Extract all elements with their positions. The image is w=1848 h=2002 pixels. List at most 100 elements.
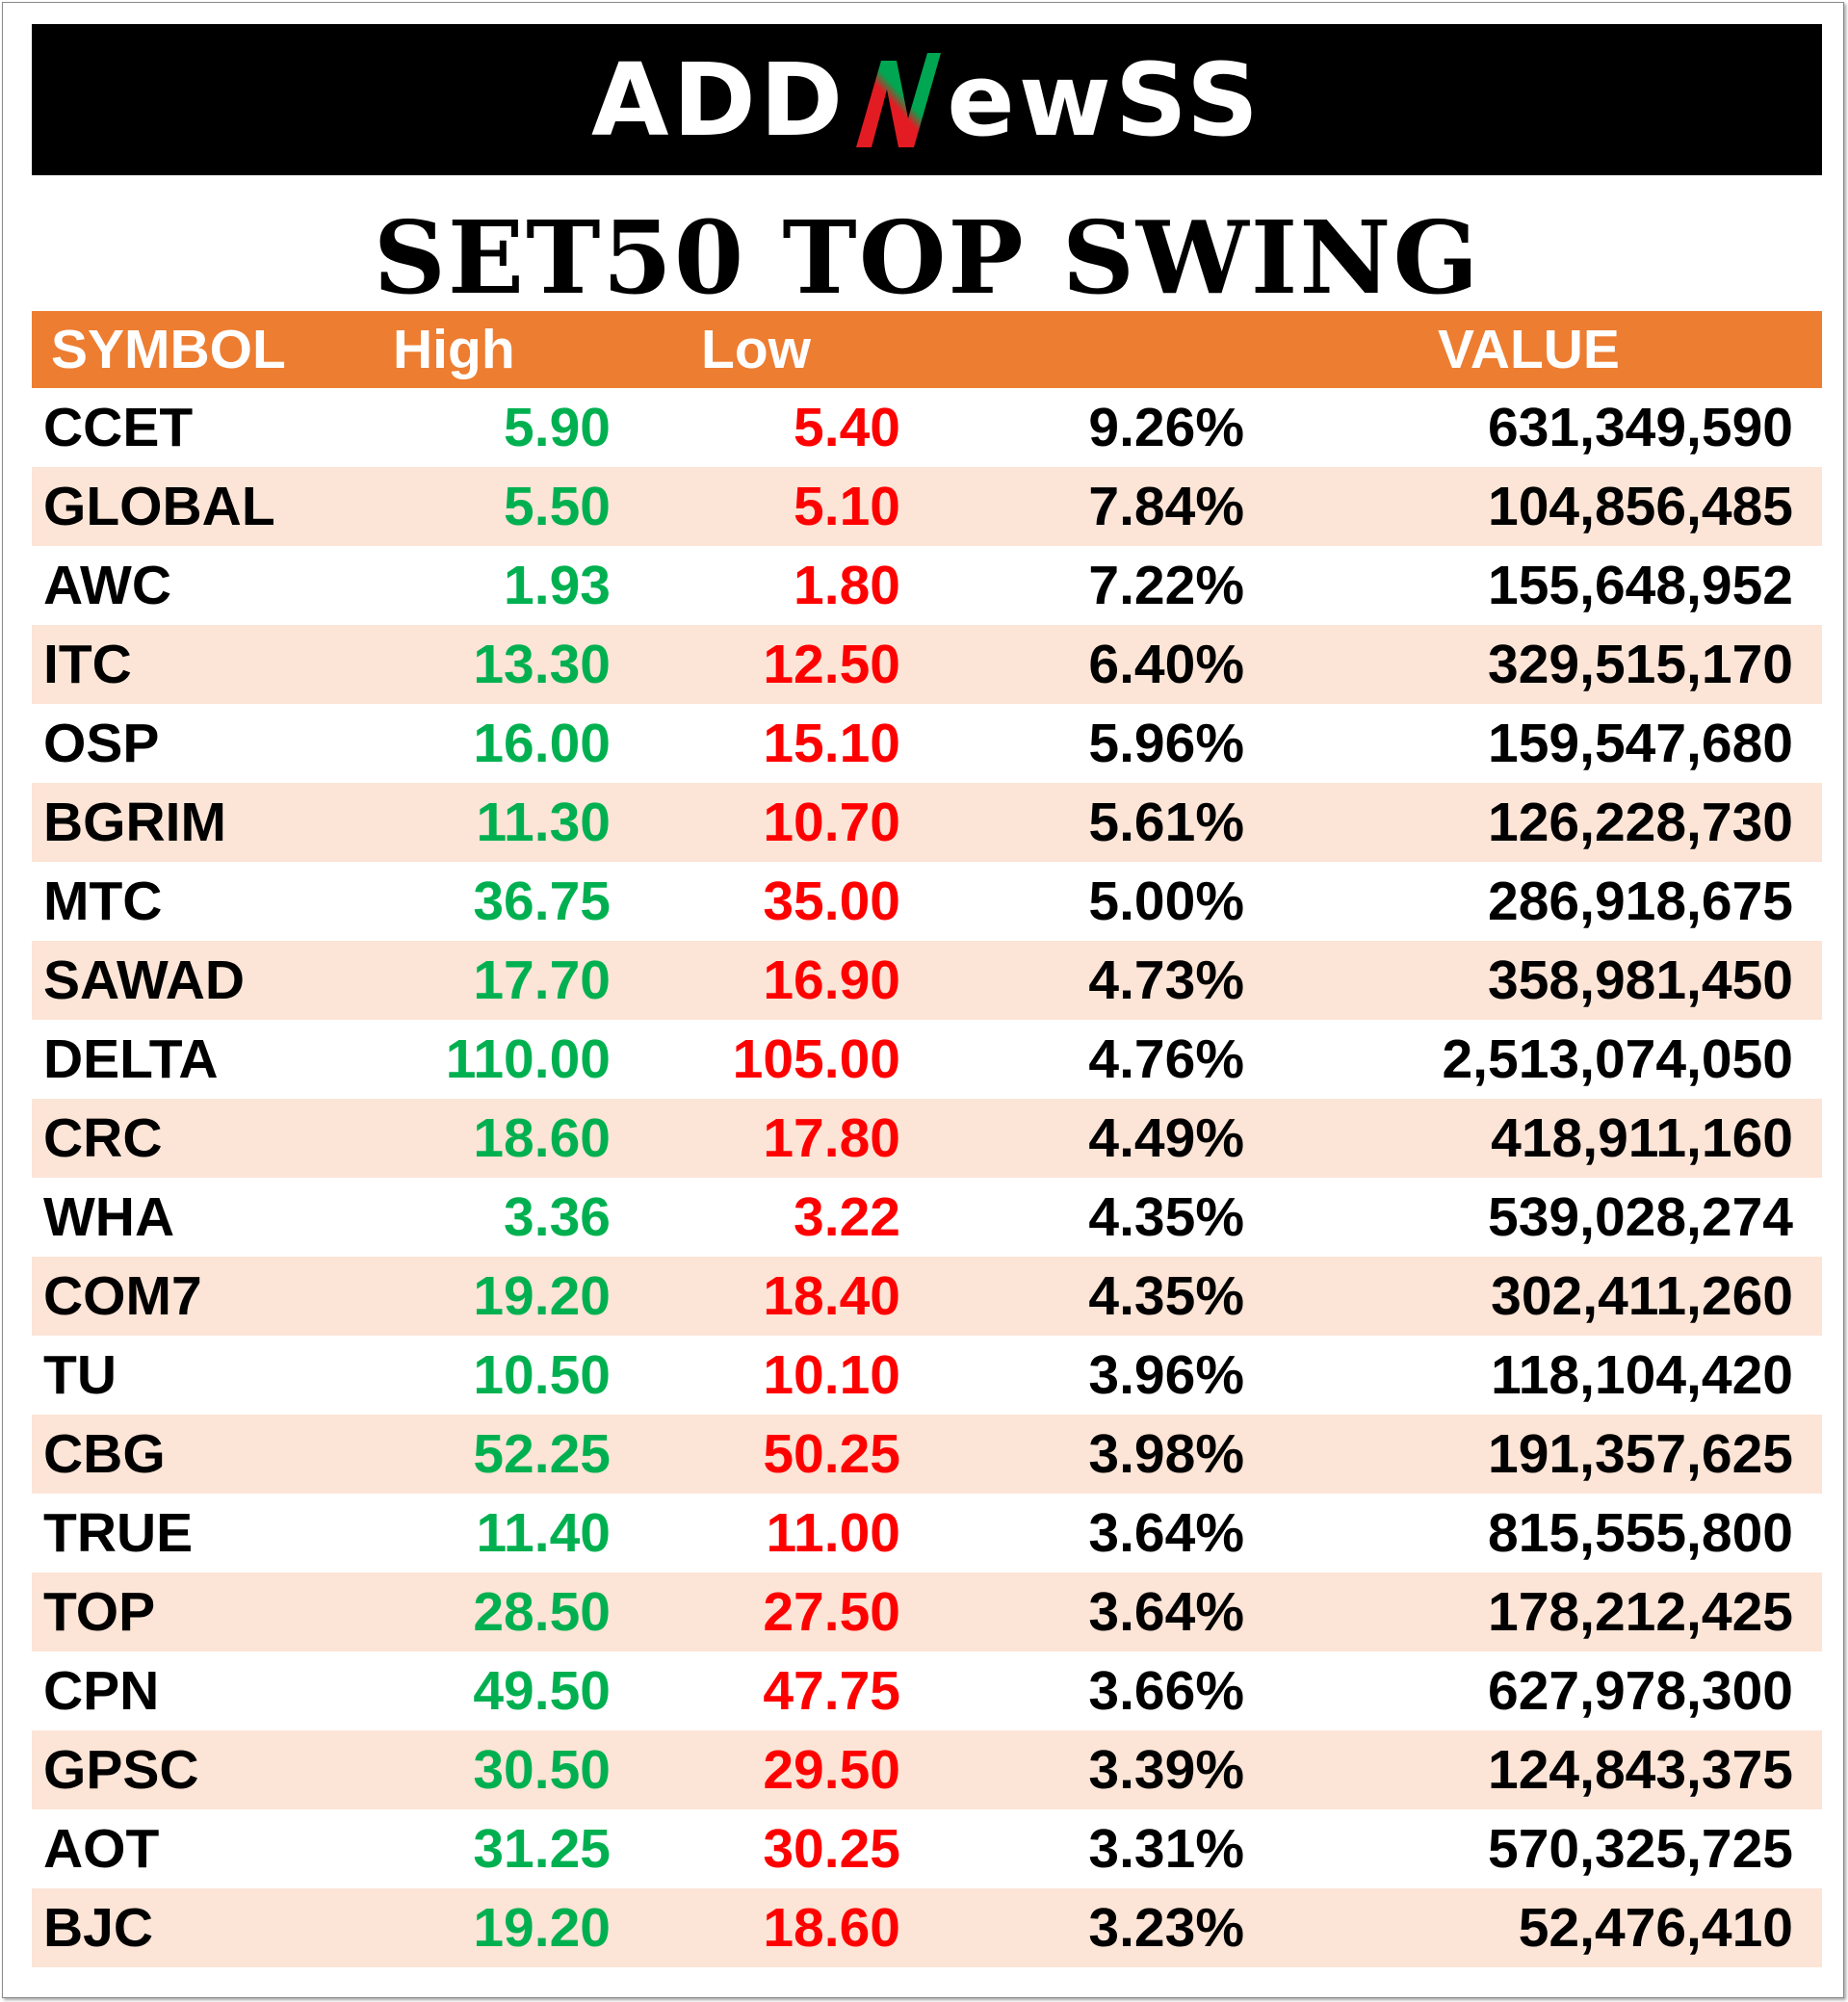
swing-percent-cell: 6.40% [1088,634,1244,695]
high-price-cell: 36.75 [473,871,611,932]
low-price-cell: 12.50 [763,634,900,695]
low-price-cell: 17.80 [763,1107,900,1169]
low-price-cell: 30.25 [763,1818,900,1880]
trade-value-cell: 815,555,800 [1488,1502,1793,1564]
trade-value-cell: 118,104,420 [1491,1344,1793,1406]
high-price-cell: 17.70 [473,949,611,1011]
high-price-cell: 1.93 [504,555,611,616]
page-title: SET50 TOP SWING [373,198,1481,317]
low-price-cell: 35.00 [763,871,900,932]
trade-value-cell: 52,476,410 [1518,1897,1793,1959]
high-price-cell: 52.25 [473,1423,611,1485]
symbol-cell: OSP [43,713,160,774]
table-row: GPSC 30.50 29.50 3.39% 124,843,375 [32,1730,1822,1809]
brand-logo: ADD ewSS [591,47,1262,153]
low-price-cell: 5.10 [794,476,900,537]
low-price-cell: 18.40 [763,1265,900,1327]
low-price-cell: 105.00 [732,1028,900,1090]
swing-percent-cell: 9.26% [1088,397,1244,458]
low-price-cell: 29.50 [763,1739,900,1801]
table-row: BGRIM 11.30 10.70 5.61% 126,228,730 [32,783,1822,862]
high-price-cell: 19.20 [473,1265,611,1327]
symbol-cell: BJC [43,1897,154,1959]
trade-value-cell: 358,981,450 [1488,949,1793,1011]
symbol-cell: TOP [43,1581,156,1643]
symbol-cell: ITC [43,634,132,695]
symbol-cell: AWC [43,555,171,616]
table-row: CPN 49.50 47.75 3.66% 627,978,300 [32,1651,1822,1730]
low-price-cell: 10.10 [763,1344,900,1406]
symbol-cell: AOT [43,1818,160,1880]
high-price-cell: 31.25 [473,1818,611,1880]
symbol-cell: MTC [43,871,163,932]
swing-percent-cell: 3.64% [1088,1502,1244,1564]
header-symbol: SYMBOL [51,319,286,380]
table-row: CBG 52.25 50.25 3.98% 191,357,625 [32,1415,1822,1494]
swing-percent-cell: 7.84% [1088,476,1244,537]
low-price-cell: 18.60 [763,1897,900,1959]
trade-value-cell: 126,228,730 [1488,792,1793,853]
logo-banner: ADD ewSS [32,24,1822,175]
trade-value-cell: 570,325,725 [1488,1818,1793,1880]
swing-percent-cell: 4.49% [1088,1107,1244,1169]
symbol-cell: CPN [43,1660,160,1722]
table-row: DELTA 110.00 105.00 4.76% 2,513,074,050 [32,1020,1822,1099]
low-price-cell: 27.50 [763,1581,900,1643]
table-row: TRUE 11.40 11.00 3.64% 815,555,800 [32,1494,1822,1573]
symbol-cell: CCET [43,397,194,458]
trade-value-cell: 178,212,425 [1488,1581,1793,1643]
high-price-cell: 3.36 [504,1186,611,1248]
high-price-cell: 28.50 [473,1581,611,1643]
swing-percent-cell: 4.35% [1088,1186,1244,1248]
high-price-cell: 11.30 [476,792,612,853]
trade-value-cell: 159,547,680 [1488,713,1793,774]
header-value: VALUE [1438,319,1620,380]
high-price-cell: 18.60 [473,1107,611,1169]
trade-value-cell: 104,856,485 [1488,476,1793,537]
symbol-cell: WHA [43,1186,175,1248]
swing-percent-cell: 3.66% [1088,1660,1244,1722]
low-price-cell: 11.00 [766,1502,901,1564]
swing-percent-cell: 3.98% [1088,1423,1244,1485]
table-row: MTC 36.75 35.00 5.00% 286,918,675 [32,862,1822,941]
table-row: SAWAD 17.70 16.90 4.73% 358,981,450 [32,941,1822,1020]
swing-percent-cell: 3.23% [1088,1897,1244,1959]
trade-value-cell: 286,918,675 [1488,871,1793,932]
low-price-cell: 5.40 [794,397,900,458]
table-row: WHA 3.36 3.22 4.35% 539,028,274 [32,1178,1822,1257]
swing-percent-cell: 4.35% [1088,1265,1244,1327]
low-price-cell: 47.75 [763,1660,900,1722]
low-price-cell: 16.90 [763,949,900,1011]
symbol-cell: TU [43,1344,117,1406]
table-row: TU 10.50 10.10 3.96% 118,104,420 [32,1336,1822,1415]
swing-percent-cell: 4.73% [1088,949,1244,1011]
high-price-cell: 11.40 [476,1502,612,1564]
trade-value-cell: 191,357,625 [1488,1423,1793,1485]
low-price-cell: 3.22 [794,1186,900,1248]
swing-percent-cell: 3.31% [1088,1818,1244,1880]
high-price-cell: 10.50 [473,1344,611,1406]
trade-value-cell: 631,349,590 [1488,397,1793,458]
swing-percent-cell: 3.64% [1088,1581,1244,1643]
swing-percent-cell: 7.22% [1088,555,1244,616]
symbol-cell: CBG [43,1423,166,1485]
trade-value-cell: 539,028,274 [1488,1186,1793,1248]
table-row: TOP 28.50 27.50 3.64% 178,212,425 [32,1573,1822,1651]
trade-value-cell: 155,648,952 [1488,555,1793,616]
symbol-cell: CRC [43,1107,163,1169]
high-price-cell: 49.50 [473,1660,611,1722]
high-price-cell: 30.50 [473,1739,611,1801]
header-low: Low [701,319,811,380]
high-price-cell: 13.30 [473,634,611,695]
swing-percent-cell: 4.76% [1088,1028,1244,1090]
low-price-cell: 1.80 [794,555,900,616]
table-row: AOT 31.25 30.25 3.31% 570,325,725 [32,1809,1822,1888]
table-row: GLOBAL 5.50 5.10 7.84% 104,856,485 [32,467,1822,546]
swing-percent-cell: 5.00% [1088,871,1244,932]
brand-logo-part2: ewSS [947,40,1262,159]
table-header-row: SYMBOL High Low VALUE [32,311,1822,388]
low-price-cell: 15.10 [763,713,900,774]
swing-percent-cell: 3.96% [1088,1344,1244,1406]
high-price-cell: 110.00 [445,1028,611,1090]
